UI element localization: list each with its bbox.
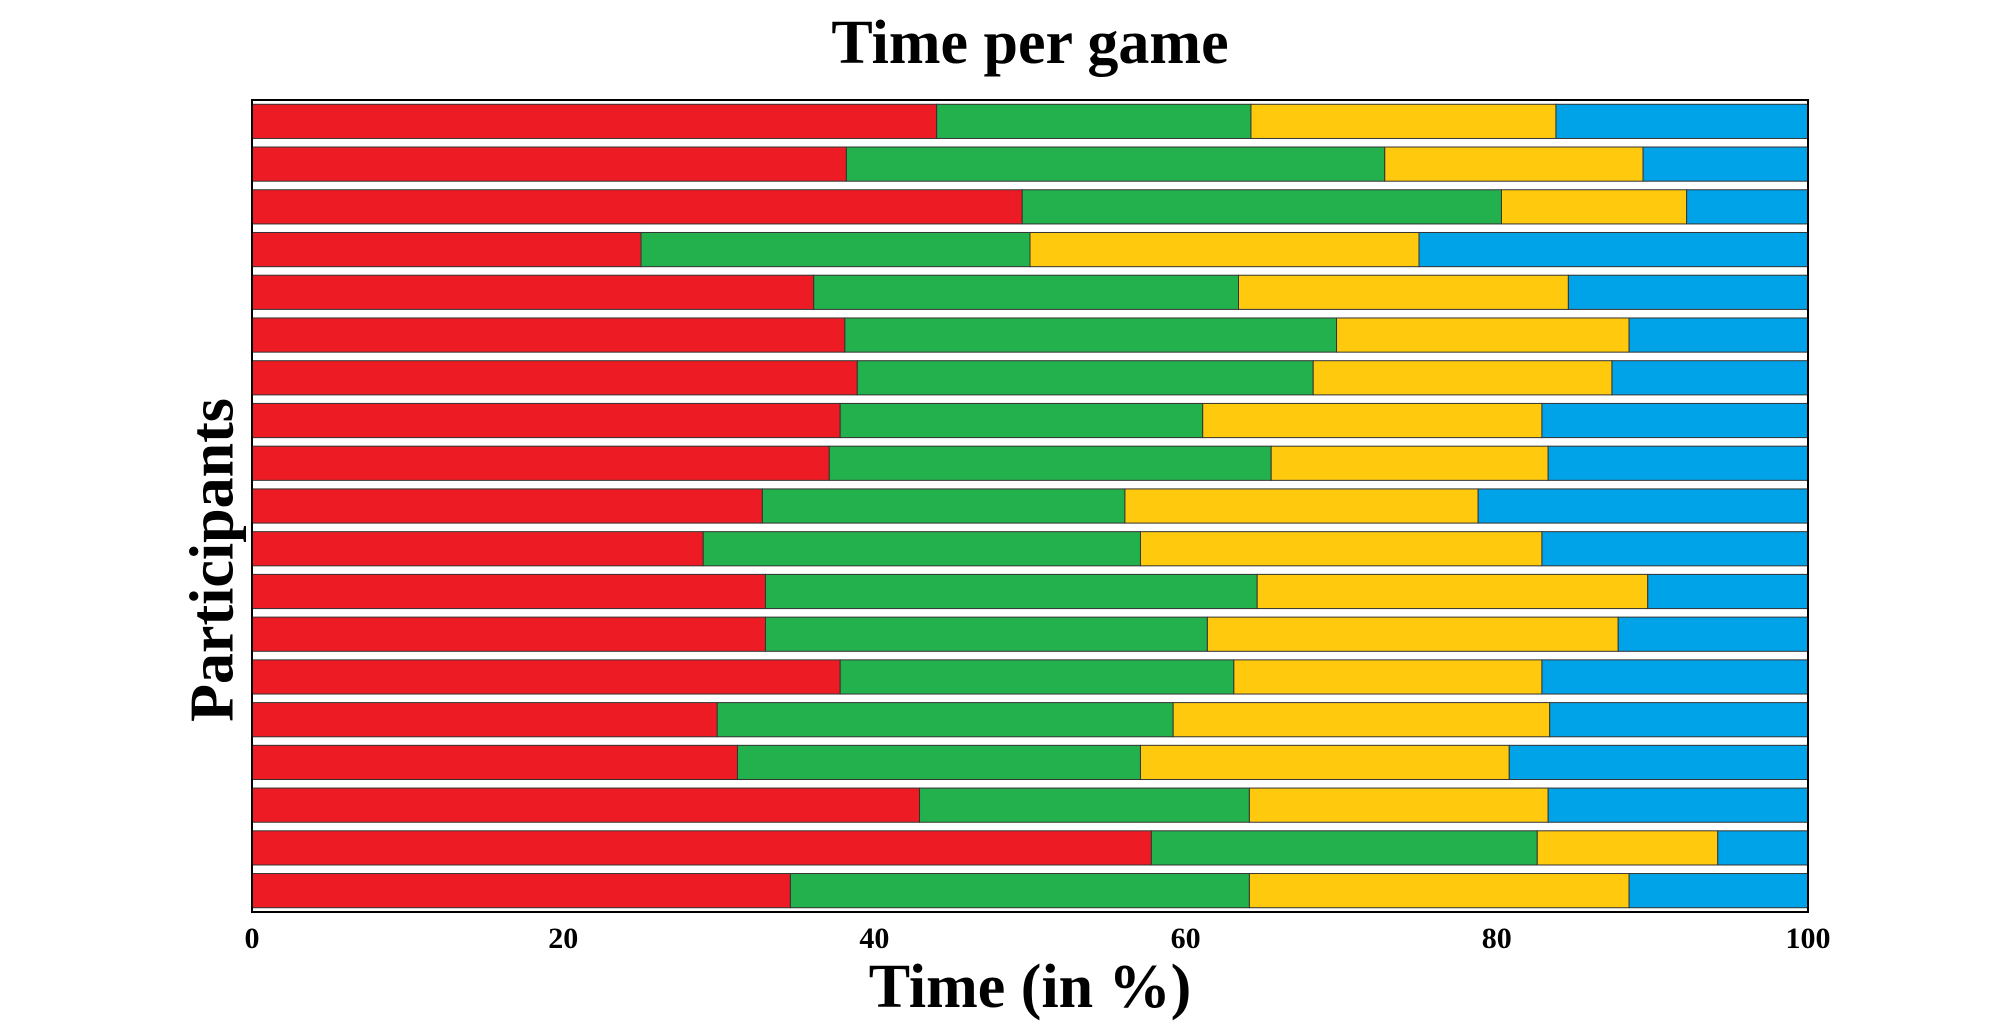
bar-segment-row-13-series-1	[251, 616, 766, 652]
bar-segment-row-12-series-2	[764, 573, 1258, 610]
bar-segment-row-19-series-4	[1628, 873, 1809, 909]
bar-segment-row-1-series-4	[1555, 103, 1809, 139]
bar-segment-row-7-series-3	[1312, 360, 1613, 396]
bar-segment-row-14-series-2	[839, 659, 1235, 695]
bar-segment-row-10-series-4	[1477, 488, 1809, 524]
x-tick-label: 80	[1482, 922, 1512, 955]
bar-segment-row-15-series-1	[251, 702, 718, 738]
bar-segment-row-11-series-1	[251, 531, 704, 567]
bar-segment-row-1-series-1	[251, 103, 938, 139]
bar-segment-row-4-series-3	[1029, 231, 1420, 268]
bar-segment-row-15-series-3	[1172, 702, 1551, 738]
bar-segment-row-6-series-3	[1336, 317, 1630, 353]
bar-segment-row-3-series-3	[1500, 189, 1688, 225]
bar-segment-row-15-series-2	[716, 702, 1174, 738]
bar-segment-row-6-series-2	[844, 317, 1338, 353]
bar-segment-row-18-series-1	[251, 830, 1152, 866]
bar-segment-row-2-series-4	[1642, 146, 1809, 182]
bar-segment-row-13-series-3	[1206, 616, 1619, 652]
bar-segment-row-9-series-1	[251, 445, 830, 481]
bar-segment-row-8-series-1	[251, 402, 841, 439]
bar-segment-row-5-series-4	[1567, 274, 1809, 310]
x-tick-label: 20	[548, 922, 578, 955]
bar-segment-row-10-series-2	[761, 488, 1126, 524]
bar-segment-row-1-series-2	[936, 103, 1252, 139]
bar-segment-row-8-series-2	[839, 402, 1204, 439]
bar-segment-row-16-series-3	[1139, 744, 1510, 781]
bar-segment-row-4-series-1	[251, 231, 642, 268]
bar-segment-row-14-series-1	[251, 659, 841, 695]
bar-segment-row-12-series-4	[1647, 573, 1809, 610]
bar-segment-row-3-series-4	[1686, 189, 1809, 225]
x-tick-label: 100	[1786, 922, 1831, 955]
bar-segment-row-9-series-4	[1547, 445, 1809, 481]
bar-segment-row-16-series-4	[1508, 744, 1809, 781]
bar-segment-row-6-series-1	[251, 317, 846, 353]
x-tick-label: 40	[859, 922, 889, 955]
bar-segment-row-2-series-3	[1384, 146, 1644, 182]
bar-segment-row-10-series-3	[1124, 488, 1479, 524]
bar-segment-row-13-series-4	[1617, 616, 1809, 652]
bar-segment-row-6-series-4	[1628, 317, 1809, 353]
bar-segment-row-10-series-1	[251, 488, 763, 524]
bar-segment-row-13-series-2	[764, 616, 1208, 652]
bar-segment-row-4-series-2	[640, 231, 1031, 268]
bar-segment-row-18-series-4	[1717, 830, 1809, 866]
bar-segment-row-14-series-4	[1541, 659, 1809, 695]
x-axis-label: Time (in %)	[868, 953, 1192, 1021]
bar-segment-row-17-series-1	[251, 787, 921, 823]
bar-segment-row-16-series-1	[251, 744, 738, 781]
bar-segment-row-5-series-1	[251, 274, 815, 310]
bar-segment-row-8-series-3	[1202, 402, 1543, 439]
bar-segment-row-9-series-3	[1270, 445, 1549, 481]
x-ticks: 0 20 40 60 80 100	[245, 922, 1831, 955]
x-tick-label: 60	[1171, 922, 1201, 955]
bar-segment-row-17-series-3	[1248, 787, 1549, 823]
chart-title: Time per game	[831, 9, 1229, 77]
bar-segment-row-15-series-4	[1549, 702, 1809, 738]
bar-segment-row-19-series-3	[1248, 873, 1630, 909]
bar-segment-row-11-series-3	[1139, 531, 1543, 567]
bar-segment-row-7-series-2	[856, 360, 1314, 396]
bar-segment-row-2-series-1	[251, 146, 847, 182]
bar-segment-row-11-series-4	[1541, 531, 1809, 567]
bar-group	[251, 103, 1809, 909]
bar-segment-row-11-series-2	[702, 531, 1141, 567]
bar-segment-row-2-series-2	[845, 146, 1386, 182]
bar-segment-row-3-series-1	[251, 189, 1023, 225]
bar-segment-row-8-series-4	[1541, 402, 1809, 439]
bar-segment-row-7-series-4	[1611, 360, 1809, 396]
x-tick-label: 0	[245, 922, 260, 955]
bar-segment-row-9-series-2	[828, 445, 1272, 481]
bar-segment-row-14-series-3	[1233, 659, 1543, 695]
bar-segment-row-3-series-2	[1021, 189, 1502, 225]
bar-segment-row-16-series-2	[736, 744, 1141, 781]
bar-segment-row-12-series-3	[1256, 573, 1649, 610]
plot-frame	[251, 99, 1809, 913]
bar-segment-row-5-series-3	[1238, 274, 1569, 310]
bar-segment-row-19-series-1	[251, 873, 791, 909]
bar-segment-row-17-series-4	[1547, 787, 1809, 823]
bar-segment-row-17-series-2	[919, 787, 1250, 823]
bar-segment-row-12-series-1	[251, 573, 766, 610]
bar-segment-row-4-series-4	[1418, 231, 1809, 268]
bar-segment-row-18-series-2	[1150, 830, 1538, 866]
bar-segment-row-7-series-1	[251, 360, 858, 396]
bar-segment-row-19-series-2	[789, 873, 1250, 909]
bar-segment-row-5-series-2	[813, 274, 1240, 310]
bar-segment-row-18-series-3	[1536, 830, 1719, 866]
bar-segment-row-1-series-3	[1250, 103, 1557, 139]
